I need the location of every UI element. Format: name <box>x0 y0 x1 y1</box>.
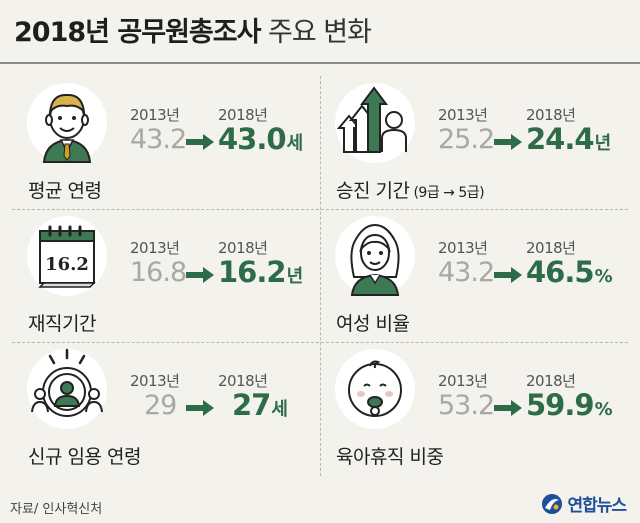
stat-parental-leave: 육아휴직 비중 2013년 2018년 53.2 59.9% <box>320 342 628 475</box>
title-main: 2018년 공무원총조사 <box>14 17 261 48</box>
stat-recruit-age: 신규 임용 연령 2013년 2018년 29 27세 <box>12 342 320 475</box>
row-divider <box>12 342 628 343</box>
source-credit: 자료/ 인사혁신처 <box>10 502 103 517</box>
recruit-target-icon <box>27 348 107 429</box>
column-divider <box>320 76 321 476</box>
yonhap-logo-icon <box>542 493 563 514</box>
title-divider <box>0 62 640 64</box>
stat-label: 신규 임용 연령 <box>28 446 141 468</box>
year-new: 2018년 <box>218 106 268 124</box>
calendar-icon: 16.2 <box>27 216 107 296</box>
year-old: 2013년 <box>130 239 180 257</box>
new-value: 27세 <box>232 388 288 422</box>
old-value: 43.2 <box>438 257 495 288</box>
old-value: 16.8 <box>130 257 187 288</box>
year-old: 2013년 <box>130 372 180 390</box>
promotion-arrows-icon <box>335 83 415 163</box>
stat-promotion-period: 승진 기간 (9급 → 5급) 2013년 2018년 25.2 24.4년 <box>320 76 628 209</box>
page-title: 2018년 공무원총조사 주요 변화 <box>14 10 372 49</box>
unit: 년 <box>594 133 612 154</box>
year-new: 2018년 <box>218 239 268 257</box>
unit: % <box>594 399 613 420</box>
stat-label: 평균 연령 <box>28 180 102 202</box>
stat-average-age: 평균 연령 2013년 2018년 43.2 43.0세 <box>12 76 320 209</box>
year-old: 2013년 <box>438 239 488 257</box>
arrow-right-icon <box>186 267 214 283</box>
arrow-right-icon <box>494 134 522 150</box>
baby-face-icon <box>335 349 415 429</box>
woman-face-icon <box>335 216 415 296</box>
old-value: 25.2 <box>438 124 495 155</box>
arrow-right-icon <box>494 400 522 416</box>
stat-label: 여성 비율 <box>336 313 410 335</box>
stat-label: 재직기간 <box>28 313 96 335</box>
year-new: 2018년 <box>526 372 576 390</box>
stat-label: 육아휴직 비중 <box>336 446 444 468</box>
calendar-text: 16.2 <box>45 254 89 275</box>
arrow-right-icon <box>186 400 214 416</box>
year-old: 2013년 <box>438 372 488 390</box>
unit: % <box>594 266 613 287</box>
arrow-right-icon <box>186 134 214 150</box>
unit: 세 <box>286 133 304 154</box>
man-face-icon <box>27 83 107 163</box>
year-old: 2013년 <box>438 106 488 124</box>
yonhap-logo: 연합뉴스 <box>541 491 627 516</box>
old-value: 53.2 <box>438 390 495 421</box>
stat-service-period: 16.2 재직기간 2013년 2018년 16.8 16.2년 <box>12 209 320 342</box>
stat-female-ratio: 여성 비율 2013년 2018년 43.2 46.5% <box>320 209 628 342</box>
unit: 세 <box>271 399 288 420</box>
unit: 년 <box>286 266 304 287</box>
new-value: 59.9% <box>526 388 613 422</box>
stats-grid: 평균 연령 2013년 2018년 43.2 43.0세 승진 기간 (9급 → … <box>12 76 628 476</box>
year-new: 2018년 <box>218 372 268 390</box>
year-new: 2018년 <box>526 239 576 257</box>
old-value: 29 <box>144 390 177 421</box>
yonhap-logo-text: 연합뉴스 <box>567 496 627 516</box>
old-value: 43.2 <box>130 124 187 155</box>
new-value: 46.5% <box>526 255 613 289</box>
stat-label: 승진 기간 (9급 → 5급) <box>336 180 485 202</box>
label-note: (9급 → 5급) <box>413 185 485 201</box>
title-sub: 주요 변화 <box>268 17 372 48</box>
row-divider <box>12 209 628 210</box>
new-value: 24.4년 <box>526 122 612 156</box>
year-old: 2013년 <box>130 106 180 124</box>
year-new: 2018년 <box>526 106 576 124</box>
new-value: 43.0세 <box>218 122 304 156</box>
arrow-right-icon <box>494 267 522 283</box>
new-value: 16.2년 <box>218 255 304 289</box>
